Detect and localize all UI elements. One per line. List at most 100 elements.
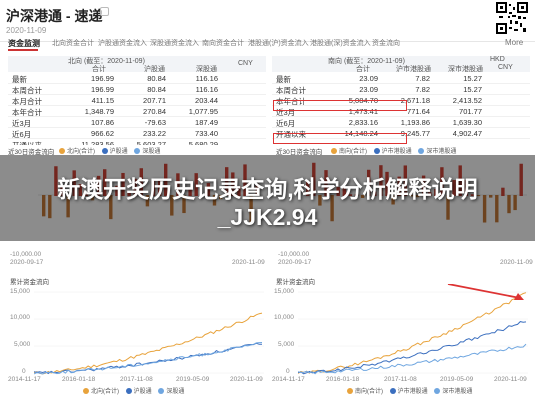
- row-label: 最新: [12, 75, 27, 84]
- flow-bar: [367, 169, 371, 196]
- share-icon[interactable]: [100, 7, 109, 16]
- flow-bar: [200, 195, 204, 197]
- y-tick-label: 0: [286, 368, 290, 375]
- cell-sz: 15.27: [463, 85, 482, 94]
- cell-sz: 15.27: [463, 74, 482, 83]
- flow-bar: [109, 195, 113, 220]
- tab-fund-monitor[interactable]: 资金监测: [8, 39, 40, 48]
- flow-bar: [415, 195, 420, 198]
- chart-caption: 累计资金流向: [276, 279, 315, 286]
- header-col-total: 合计: [356, 66, 370, 73]
- cell-sh: 80.84: [147, 74, 166, 83]
- legend-item: 沪股通: [133, 389, 152, 395]
- flow-bar: [428, 192, 432, 196]
- table-row: 本年合计 1,348.79 270.84 1,077.95: [8, 106, 266, 117]
- table-row: 最新 23.09 7.82 15.27: [272, 73, 530, 84]
- south-daily-chart: 近30日资金流向 南向(合计) 沪市港股通 深市港股通 -10,000.00: [272, 145, 530, 265]
- flow-bar: [103, 169, 107, 196]
- x-tick-label: 2016-01-18: [326, 376, 360, 383]
- row-label: 本周合计: [276, 86, 306, 95]
- legend-swatch: [434, 388, 441, 394]
- table-row: 近6月 2,833.16 1,193.86 1,639.30: [272, 117, 530, 128]
- flow-bar: [342, 186, 346, 196]
- cell-sh: 80.84: [147, 85, 166, 94]
- flow-bar: [237, 186, 241, 196]
- series-line: [34, 312, 263, 375]
- flow-bar: [470, 194, 475, 196]
- legend-swatch: [389, 388, 396, 394]
- flow-bar: [145, 195, 150, 207]
- cell-total: 11,283.56: [62, 140, 114, 149]
- legend-swatch: [418, 148, 425, 154]
- header-col-sh: 沪市港股通: [396, 66, 431, 73]
- south-cumulative-lines: [298, 284, 528, 375]
- y-tick-label: -10,000.00: [278, 251, 310, 258]
- tab-sz-connect[interactable]: 深股通资金流入: [150, 40, 199, 47]
- cell-sz: 203.44: [195, 96, 218, 105]
- flow-bar: [495, 195, 499, 223]
- legend-item: 沪市港股通: [397, 389, 428, 395]
- south-cumulative-chart: 累计资金流向 15,000 10,000 5,000 0 2014-11-17 …: [272, 272, 530, 400]
- tab-flow[interactable]: 资金流向: [372, 40, 400, 47]
- chart-legend: 南向(合计) 沪市港股通 深市港股通: [342, 386, 472, 395]
- overlay-banner: [0, 155, 535, 241]
- x-tick-label: 2020-11-09: [500, 259, 533, 266]
- legend-swatch: [59, 148, 65, 154]
- flow-bar: [513, 195, 517, 211]
- flow-bar: [121, 172, 125, 196]
- y-tick-label: -10,000.00: [10, 251, 42, 258]
- x-tick-label: 2017-11-08: [384, 376, 417, 383]
- row-label: 最新: [276, 75, 291, 84]
- cell-sh: 207.71: [143, 96, 166, 105]
- tab-south-total[interactable]: 南向资金合计: [202, 40, 244, 47]
- x-tick-label: 2014-11-17: [8, 376, 41, 383]
- flow-bar: [182, 195, 186, 214]
- cell-sz: 5,680.29: [166, 140, 218, 149]
- cell-total: 1,348.79: [84, 107, 114, 116]
- flow-bar: [188, 187, 192, 196]
- north-daily-bars: [38, 163, 263, 223]
- more-link[interactable]: More: [505, 38, 524, 47]
- tab-north-total[interactable]: 北向资金合计: [52, 40, 94, 47]
- header-col-sz: 深股通: [196, 66, 217, 73]
- row-label: 近3月: [276, 108, 296, 117]
- flow-bar: [434, 189, 438, 196]
- flow-bar: [397, 176, 401, 196]
- table-row: 本周合计 196.99 80.84 116.16: [8, 84, 266, 95]
- legend-item: 沪股通: [109, 149, 128, 155]
- tab-hk-sh[interactable]: 港股通(沪)资金流入: [248, 40, 309, 47]
- legend-item: 深市港股通: [442, 389, 473, 395]
- table-header: 南向 (截至：2020-11-09) 合计 沪市港股通 深市港股通 HKD CN…: [272, 56, 530, 73]
- highlight-box-since: [273, 133, 407, 144]
- y-tick-label: 15,000: [274, 288, 294, 295]
- overlay-headline-line1: 新澳开奖历史记录查询,科学分析解释说明: [57, 176, 478, 202]
- row-label: 近3月: [12, 119, 32, 128]
- app-date: 2020-11-09: [6, 26, 47, 35]
- legend-item: 南向(合计): [355, 389, 383, 395]
- flow-bar: [336, 187, 340, 196]
- table-row: 本周合计 23.09 7.82 15.27: [272, 84, 530, 95]
- south-daily-bars: [302, 162, 527, 223]
- legend-swatch: [347, 388, 353, 394]
- legend-item: 北向(合计): [67, 149, 95, 155]
- tab-active-indicator: [8, 49, 38, 51]
- chart-caption: 近30日资金流向: [8, 149, 55, 156]
- flow-bar: [176, 173, 180, 196]
- legend-swatch: [101, 148, 108, 154]
- flow-bar: [212, 195, 217, 206]
- flow-bar: [249, 195, 253, 223]
- cell-total: 1,473.41: [348, 107, 378, 116]
- flow-bar: [72, 170, 76, 196]
- flow-bar: [218, 195, 223, 200]
- header-col-sz: 深市港股通: [448, 66, 483, 73]
- north-cumulative-lines: [34, 291, 264, 375]
- tab-sh-connect[interactable]: 沪股通资金流入: [98, 40, 147, 47]
- flow-bar: [206, 183, 211, 196]
- x-tick-label: 2020-11-09: [232, 259, 265, 266]
- header-currency: CNY: [238, 60, 253, 67]
- chart-legend: 南向(合计) 沪市港股通 深市港股通: [326, 146, 456, 155]
- tab-hk-sz[interactable]: 港股通(深)资金流入: [310, 40, 371, 47]
- cell-total: 23.09: [359, 85, 378, 94]
- flow-bar: [354, 194, 359, 196]
- north-daily-chart: 近30日资金流向 北向(合计) 沪股通 深股通 -10,000.00: [8, 145, 266, 265]
